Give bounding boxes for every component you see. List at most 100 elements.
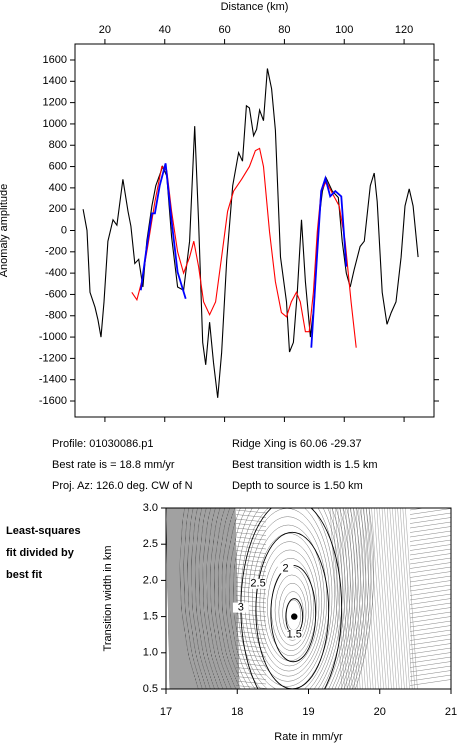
hatch — [409, 607, 451, 614]
x-tick-label: 20 — [374, 706, 386, 718]
contour-label-bg — [277, 563, 294, 574]
hatch — [376, 508, 389, 689]
hatch — [235, 559, 267, 563]
contour-texture — [214, 508, 351, 689]
hatch — [400, 508, 413, 689]
hatch — [409, 521, 451, 529]
contour-field: 1.5 2 2.5 3 — [166, 508, 451, 689]
hatch — [235, 527, 267, 532]
y-tick-label: 1200 — [43, 97, 67, 109]
hatch — [235, 514, 267, 518]
hatch — [409, 643, 451, 650]
contour-texture — [274, 574, 309, 646]
x-tick-label: 19 — [302, 706, 314, 718]
hatch — [348, 508, 361, 689]
hatch — [379, 508, 392, 689]
hatch — [174, 508, 180, 689]
hatch — [329, 508, 343, 689]
hatch — [171, 508, 177, 689]
x-tick-label: 120 — [395, 24, 413, 36]
hatch — [211, 508, 217, 689]
contour-texture — [195, 508, 364, 689]
hatch — [222, 508, 228, 689]
x-tick-label: 80 — [278, 24, 290, 36]
y-tick-label: -600 — [45, 288, 67, 300]
hatch — [350, 508, 363, 689]
hatch — [409, 548, 451, 556]
hatch — [220, 508, 226, 689]
hatch — [207, 508, 213, 689]
hatch — [340, 508, 353, 689]
y-tick-label: -200 — [45, 246, 67, 258]
contour-texture — [248, 516, 328, 682]
hatch — [195, 508, 201, 689]
y-axis-label: Anomaly amplitude — [0, 184, 10, 278]
hatch — [194, 508, 200, 689]
hatch — [217, 508, 223, 689]
hatch — [192, 508, 198, 689]
x-tick-label: 18 — [231, 706, 243, 718]
hatch — [187, 508, 193, 689]
hatch — [235, 545, 267, 550]
hatch — [179, 508, 185, 689]
hatch — [186, 508, 192, 689]
hatch — [227, 508, 233, 689]
hatch — [235, 572, 267, 577]
hatch — [235, 550, 267, 554]
y-tick-label: -400 — [45, 267, 67, 279]
hatch — [409, 638, 451, 646]
hatch — [182, 508, 188, 689]
x-tick-label: 60 — [218, 24, 230, 36]
contour-texture — [206, 508, 356, 689]
hatch — [225, 508, 231, 689]
contour-label: 2 — [283, 562, 289, 574]
hatch — [180, 508, 186, 689]
hatch — [173, 508, 179, 689]
y-tick-label: 2.5 — [143, 538, 158, 550]
hatch — [409, 575, 451, 583]
contour-texture — [191, 508, 367, 689]
hatch — [175, 508, 181, 689]
hatch — [409, 571, 451, 578]
hatch — [235, 509, 267, 514]
hatch — [361, 508, 374, 689]
hatch — [409, 526, 451, 533]
hatch — [342, 508, 356, 689]
hatch — [409, 656, 451, 664]
hatch — [381, 508, 395, 689]
contour-label: 3 — [238, 602, 244, 614]
hatch — [409, 625, 451, 632]
hatch — [235, 563, 267, 568]
hatch — [224, 508, 230, 689]
contour-texture — [179, 508, 374, 689]
hatch — [188, 508, 194, 689]
hatch — [230, 508, 236, 689]
contour-label-bg — [286, 629, 303, 640]
hatch — [409, 517, 451, 524]
hatch — [235, 523, 267, 527]
x-tick-label: 20 — [99, 24, 111, 36]
y-tick-label: 1.0 — [143, 647, 158, 659]
hatch — [409, 611, 451, 619]
hatch — [368, 508, 382, 689]
hatch — [409, 670, 451, 677]
hatch — [409, 602, 451, 610]
hatch — [166, 508, 171, 689]
hatch — [355, 508, 369, 689]
x-axis-label: Distance (km) — [221, 1, 289, 13]
hatch — [184, 508, 190, 689]
contour-texture — [225, 508, 343, 689]
contour-texture — [267, 558, 315, 656]
y-tick-label: 1600 — [43, 54, 67, 66]
hatch — [221, 508, 227, 689]
hatch — [235, 653, 267, 658]
hatch — [181, 508, 187, 689]
contour-texture — [202, 508, 359, 689]
note: best fit — [6, 569, 42, 581]
y-tick-label: -1000 — [39, 331, 67, 343]
hatch — [402, 508, 415, 689]
hatch — [198, 508, 204, 689]
hatch — [409, 589, 451, 596]
hatch — [202, 508, 208, 689]
